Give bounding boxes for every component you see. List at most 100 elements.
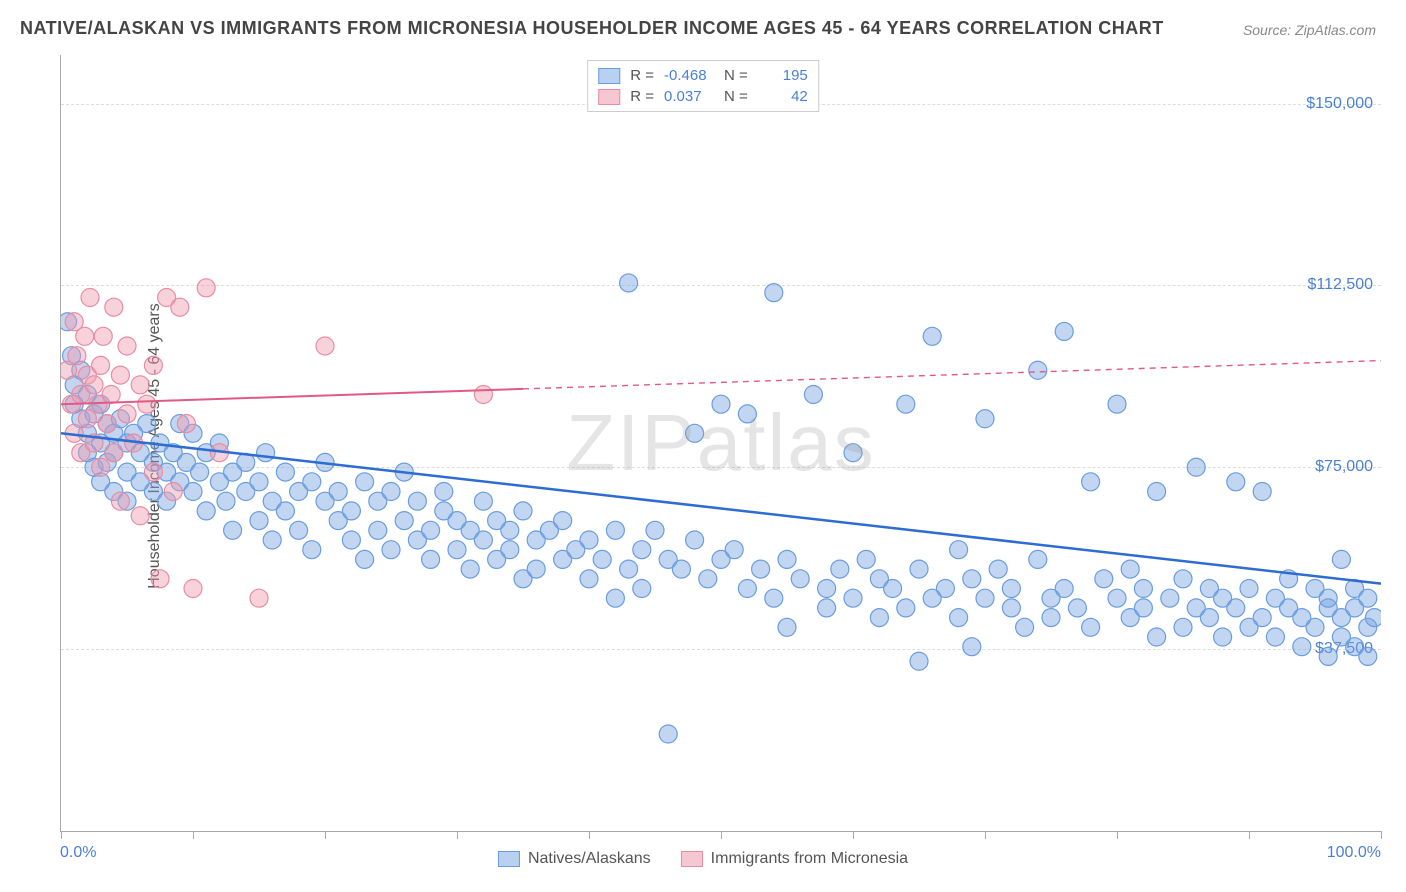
x-axis-max-label: 100.0% xyxy=(1327,844,1381,862)
scatter-point xyxy=(1002,599,1020,617)
scatter-point xyxy=(369,521,387,539)
scatter-point xyxy=(778,550,796,568)
scatter-point xyxy=(633,580,651,598)
scatter-point xyxy=(857,550,875,568)
scatter-point xyxy=(910,560,928,578)
scatter-point xyxy=(606,589,624,607)
scatter-point xyxy=(897,599,915,617)
scatter-point xyxy=(593,550,611,568)
legend-n-label: N = xyxy=(724,88,748,105)
scatter-point xyxy=(1174,570,1192,588)
scatter-point xyxy=(144,463,162,481)
scatter-point xyxy=(474,492,492,510)
chart-plot-area: ZIPatlas $37,500$75,000$112,500$150,000 xyxy=(60,55,1381,832)
scatter-point xyxy=(1148,628,1166,646)
scatter-point xyxy=(118,337,136,355)
chart-title: NATIVE/ALASKAN VS IMMIGRANTS FROM MICRON… xyxy=(20,18,1164,39)
scatter-point xyxy=(620,274,638,292)
scatter-point xyxy=(712,395,730,413)
scatter-point xyxy=(92,356,110,374)
scatter-point xyxy=(870,609,888,627)
scatter-point xyxy=(1095,570,1113,588)
scatter-point xyxy=(1042,609,1060,627)
scatter-point xyxy=(111,366,129,384)
scatter-point xyxy=(686,424,704,442)
trendline-dashed xyxy=(523,361,1381,389)
legend-r-value: 0.037 xyxy=(664,88,714,105)
scatter-point xyxy=(329,483,347,501)
scatter-point xyxy=(422,550,440,568)
correlation-legend-box: R =-0.468N =195R =0.037N =42 xyxy=(587,60,819,112)
scatter-point xyxy=(105,298,123,316)
scatter-point xyxy=(725,541,743,559)
scatter-point xyxy=(257,444,275,462)
scatter-point xyxy=(738,405,756,423)
scatter-point xyxy=(778,618,796,636)
scatter-point xyxy=(1108,395,1126,413)
scatter-point xyxy=(1134,599,1152,617)
scatter-point xyxy=(1332,550,1350,568)
scatter-point xyxy=(250,512,268,530)
x-tick xyxy=(325,831,326,839)
scatter-point xyxy=(263,531,281,549)
scatter-point xyxy=(936,580,954,598)
legend-r-label: R = xyxy=(630,88,654,105)
scatter-point xyxy=(1319,589,1337,607)
scatter-point xyxy=(1148,483,1166,501)
x-tick xyxy=(457,831,458,839)
x-tick xyxy=(61,831,62,839)
scatter-point xyxy=(94,327,112,345)
scatter-point xyxy=(316,337,334,355)
scatter-point xyxy=(217,492,235,510)
scatter-point xyxy=(580,570,598,588)
scatter-point xyxy=(1082,473,1100,491)
scatter-point xyxy=(1266,628,1284,646)
scatter-point xyxy=(686,531,704,549)
legend-n-value: 195 xyxy=(758,67,808,84)
legend-swatch xyxy=(498,851,520,867)
scatter-point xyxy=(646,521,664,539)
scatter-point xyxy=(68,347,86,365)
scatter-point xyxy=(102,386,120,404)
scatter-point xyxy=(184,483,202,501)
scatter-point xyxy=(1016,618,1034,636)
scatter-point xyxy=(448,541,466,559)
legend-series-label: Natives/Alaskans xyxy=(528,850,651,868)
scatter-point xyxy=(98,415,116,433)
series-legend-bottom: Natives/Alaskans Immigrants from Micrones… xyxy=(498,850,908,868)
scatter-point xyxy=(765,284,783,302)
x-tick xyxy=(1249,831,1250,839)
scatter-point xyxy=(76,327,94,345)
scatter-point xyxy=(963,638,981,656)
scatter-point xyxy=(356,550,374,568)
scatter-point xyxy=(171,298,189,316)
scatter-point xyxy=(422,521,440,539)
scatter-point xyxy=(1359,647,1377,665)
scatter-point xyxy=(527,560,545,578)
scatter-point xyxy=(950,609,968,627)
scatter-point xyxy=(1068,599,1086,617)
scatter-point xyxy=(1108,589,1126,607)
scatter-point xyxy=(1253,483,1271,501)
scatter-point xyxy=(844,589,862,607)
scatter-point xyxy=(791,570,809,588)
scatter-point xyxy=(356,473,374,491)
scatter-point xyxy=(224,521,242,539)
scatter-point xyxy=(738,580,756,598)
scatter-point xyxy=(976,589,994,607)
scatter-point xyxy=(250,589,268,607)
x-tick xyxy=(985,831,986,839)
scatter-point xyxy=(804,386,822,404)
scatter-point xyxy=(1319,647,1337,665)
scatter-point xyxy=(1240,580,1258,598)
scatter-point xyxy=(303,541,321,559)
legend-series-item: Immigrants from Micronesia xyxy=(681,850,908,868)
scatter-point xyxy=(290,521,308,539)
legend-series-label: Immigrants from Micronesia xyxy=(711,850,908,868)
scatter-point xyxy=(1187,458,1205,476)
scatter-point xyxy=(831,560,849,578)
legend-series-item: Natives/Alaskans xyxy=(498,850,651,868)
scatter-point xyxy=(250,473,268,491)
legend-swatch xyxy=(598,89,620,105)
source-attribution: Source: ZipAtlas.com xyxy=(1243,22,1376,38)
